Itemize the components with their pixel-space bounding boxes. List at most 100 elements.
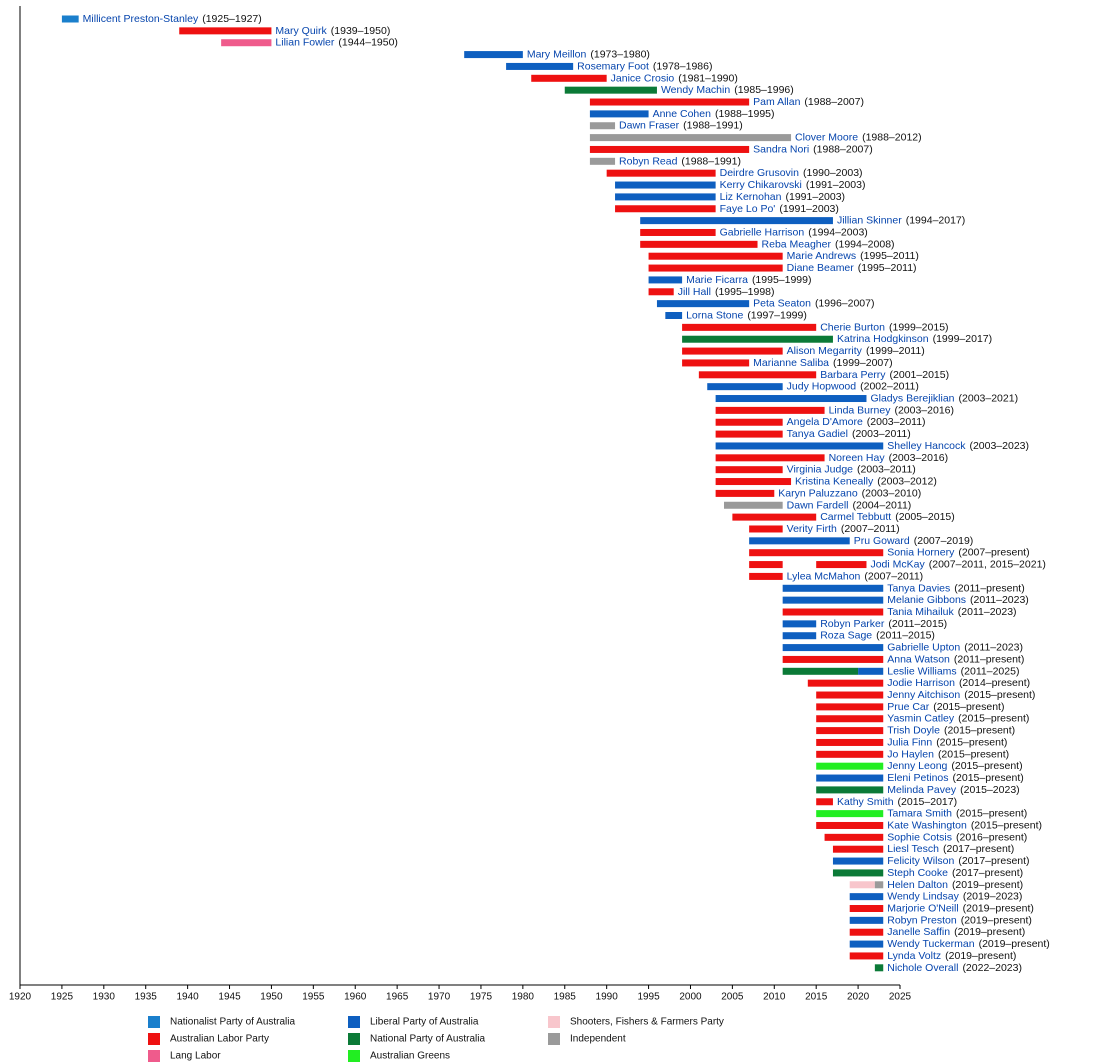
member-name[interactable]: Alison Megarrity	[787, 345, 863, 357]
member-name[interactable]: Sonia Hornery	[887, 546, 955, 558]
member-name[interactable]: Judy Hopwood	[787, 380, 857, 392]
member-name[interactable]: Helen Dalton	[887, 879, 948, 891]
member-name[interactable]: Reba Meagher	[762, 238, 832, 250]
tenure-bar	[682, 359, 750, 367]
member-name[interactable]: Shelley Hancock	[887, 440, 966, 452]
member-name[interactable]: Carmel Tebbutt	[820, 511, 891, 523]
member-name[interactable]: Prue Car	[887, 701, 930, 713]
member-name[interactable]: Lynda Voltz	[887, 950, 941, 962]
member-name[interactable]: Karyn Paluzzano	[778, 487, 858, 499]
member-name[interactable]: Liesl Tesch	[887, 843, 939, 855]
member-name[interactable]: Jodie Harrison	[887, 677, 955, 689]
tenure-bar	[640, 217, 833, 225]
member-name[interactable]: Wendy Tuckerman	[887, 938, 975, 950]
tenure-bar	[849, 940, 884, 948]
member-name[interactable]: Tania Mihailuk	[887, 606, 954, 618]
member-name[interactable]: Kathy Smith	[837, 796, 894, 808]
member-name[interactable]: Gladys Berejiklian	[870, 392, 954, 404]
member-name[interactable]: Anna Watson	[887, 653, 950, 665]
member-name[interactable]: Marie Ficarra	[686, 274, 748, 286]
member-name[interactable]: Jenny Aitchison	[887, 689, 960, 701]
member-period: (1994–2017)	[906, 214, 966, 226]
member-name[interactable]: Kate Washington	[887, 819, 967, 831]
member-period: (2015–present)	[953, 772, 1024, 784]
member-name[interactable]: Wendy Lindsay	[887, 890, 959, 902]
member-name[interactable]: Mary Meillon	[527, 48, 587, 60]
member-name[interactable]: Lylea McMahon	[787, 570, 861, 582]
member-name[interactable]: Deirdre Grusovin	[720, 167, 800, 179]
member-name[interactable]: Virginia Judge	[787, 463, 854, 475]
member-name[interactable]: Barbara Perry	[820, 369, 886, 381]
member-name[interactable]: Tamara Smith	[887, 807, 952, 819]
member-name[interactable]: Dawn Fraser	[619, 120, 680, 132]
member-name[interactable]: Lorna Stone	[686, 309, 743, 321]
member-name[interactable]: Roza Sage	[820, 630, 872, 642]
member-name[interactable]: Cherie Burton	[820, 321, 885, 333]
member-name[interactable]: Katrina Hodgkinson	[837, 333, 929, 345]
member-name[interactable]: Marianne Saliba	[753, 357, 829, 369]
tenure-bar	[749, 572, 783, 580]
member-period: (2011–2023)	[970, 594, 1029, 606]
member-name[interactable]: Jill Hall	[678, 286, 711, 298]
member-name[interactable]: Sophie Cotsis	[887, 831, 952, 843]
member-name[interactable]: Julia Finn	[887, 736, 932, 748]
member-name[interactable]: Dawn Fardell	[787, 499, 849, 511]
member-name[interactable]: Lilian Fowler	[275, 37, 334, 49]
member-name[interactable]: Janelle Saffin	[887, 926, 950, 938]
member-name[interactable]: Angela D'Amore	[787, 416, 863, 428]
member-name[interactable]: Steph Cooke	[887, 867, 948, 879]
member-name[interactable]: Tanya Davies	[887, 582, 950, 594]
member-name[interactable]: Melanie Gibbons	[887, 594, 966, 606]
member-name[interactable]: Tanya Gadiel	[787, 428, 848, 440]
member-name[interactable]: Jodi McKay	[870, 558, 925, 570]
member-name[interactable]: Robyn Preston	[887, 914, 957, 926]
tenure-bar	[749, 561, 783, 569]
member-period: (1939–1950)	[331, 25, 391, 37]
tenure-bar	[564, 86, 657, 94]
member-name[interactable]: Jenny Leong	[887, 760, 947, 772]
member-name[interactable]: Janice Crosio	[611, 72, 675, 84]
member-name[interactable]: Yasmin Catley	[887, 713, 955, 725]
member-name[interactable]: Trish Doyle	[887, 724, 940, 736]
tenure-bar	[782, 667, 859, 675]
member-name[interactable]: Clover Moore	[795, 131, 858, 143]
member-name[interactable]: Wendy Machin	[661, 84, 730, 96]
member-name[interactable]: Verity Firth	[787, 523, 837, 535]
member-name[interactable]: Leslie Williams	[887, 665, 956, 677]
member-name[interactable]: Nichole Overall	[887, 962, 958, 974]
member-name[interactable]: Kerry Chikarovski	[720, 179, 802, 191]
member-name[interactable]: Marjorie O'Neill	[887, 902, 958, 914]
member-name[interactable]: Marie Andrews	[787, 250, 856, 262]
member-name[interactable]: Mary Quirk	[275, 25, 327, 37]
member-name[interactable]: Diane Beamer	[787, 262, 855, 274]
member-name[interactable]: Gabrielle Harrison	[720, 226, 805, 238]
tenure-bar	[782, 655, 884, 663]
member-name[interactable]: Millicent Preston-Stanley	[83, 13, 199, 25]
member-name[interactable]: Peta Seaton	[753, 297, 811, 309]
member-name[interactable]: Eleni Petinos	[887, 772, 948, 784]
member-name[interactable]: Robyn Parker	[820, 618, 885, 630]
member-name[interactable]: Jillian Skinner	[837, 214, 902, 226]
x-tick-label: 2005	[721, 992, 744, 1003]
member-name[interactable]: Gabrielle Upton	[887, 641, 960, 653]
member-name[interactable]: Anne Cohen	[653, 108, 712, 120]
member-name[interactable]: Melinda Pavey	[887, 784, 957, 796]
member-period: (1988–2012)	[862, 131, 922, 143]
member-name[interactable]: Liz Kernohan	[720, 191, 782, 203]
x-tick-label: 1955	[302, 992, 325, 1003]
tenure-bar	[816, 786, 884, 794]
member-name[interactable]: Faye Lo Po'	[720, 203, 776, 215]
member-name[interactable]: Linda Burney	[829, 404, 892, 416]
member-name[interactable]: Robyn Read	[619, 155, 678, 167]
member-name[interactable]: Noreen Hay	[829, 452, 886, 464]
member-name[interactable]: Sandra Nori	[753, 143, 809, 155]
member-name[interactable]: Jo Haylen	[887, 748, 934, 760]
member-period: (2015–present)	[951, 760, 1022, 772]
member-name[interactable]: Pru Goward	[854, 535, 910, 547]
member-name[interactable]: Kristina Keneally	[795, 475, 874, 487]
member-name[interactable]: Rosemary Foot	[577, 60, 649, 72]
member-name[interactable]: Felicity Wilson	[887, 855, 954, 867]
legend-label: Lang Labor	[170, 1051, 221, 1062]
tenure-bar	[715, 454, 825, 462]
member-name[interactable]: Pam Allan	[753, 96, 800, 108]
